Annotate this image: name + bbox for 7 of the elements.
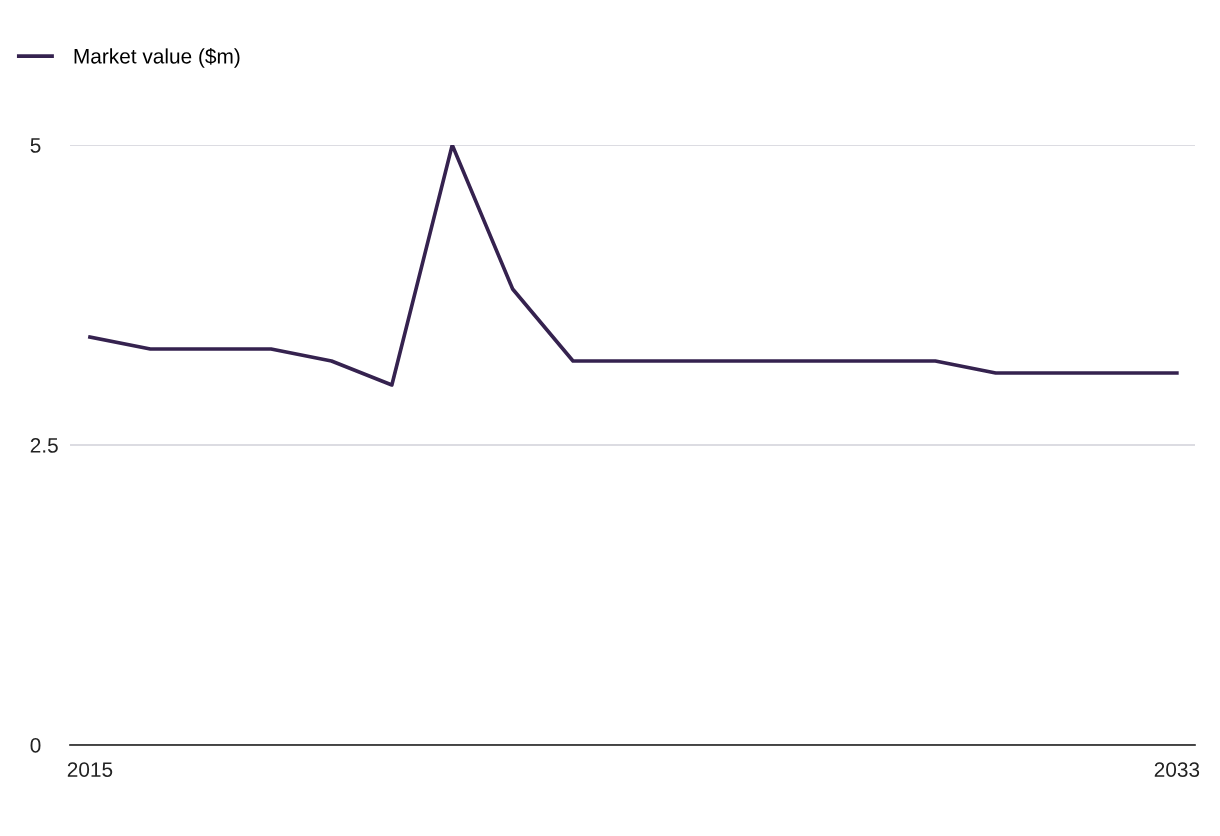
y-tick-label: 5 [30, 138, 41, 153]
legend-label: Market value ($m) [74, 48, 240, 68]
x-tick-label: 2033 [1154, 762, 1200, 777]
x-tick-label: 2015 [67, 762, 113, 777]
y-tick-label: 2.5 [30, 438, 58, 453]
line-series [88, 145, 1179, 387]
y-tick-label: 0 [30, 738, 41, 753]
